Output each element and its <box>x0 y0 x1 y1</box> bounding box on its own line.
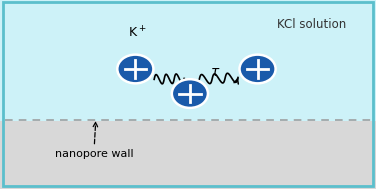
Text: KCl solution: KCl solution <box>277 18 346 31</box>
Text: nanopore wall: nanopore wall <box>55 122 133 159</box>
Ellipse shape <box>172 79 208 108</box>
Ellipse shape <box>240 55 276 83</box>
Text: $\tau$: $\tau$ <box>210 65 220 79</box>
Text: K$^+$: K$^+$ <box>128 25 146 41</box>
Bar <box>0 121 376 189</box>
Ellipse shape <box>117 55 153 83</box>
